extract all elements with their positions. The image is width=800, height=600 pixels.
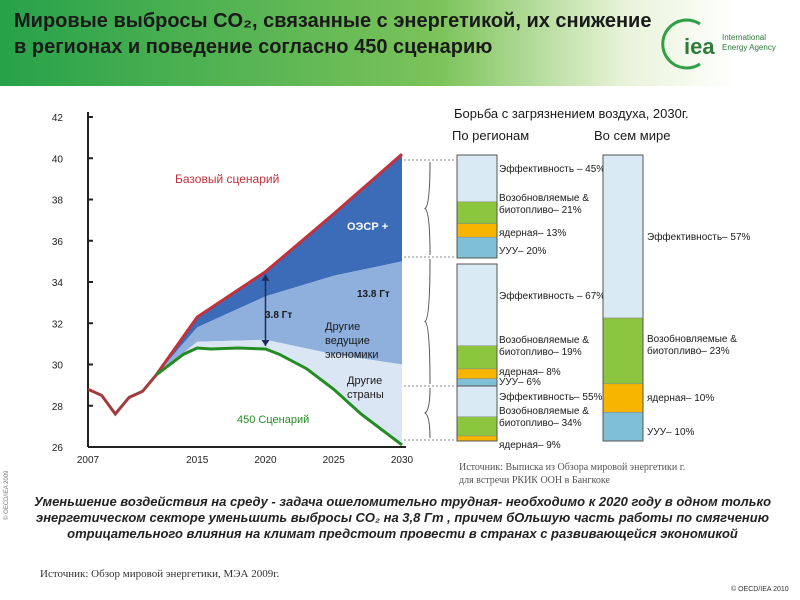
- region-bar-3-seg: [456, 435, 498, 442]
- label-gap-2030: 13.8 Гт: [357, 289, 390, 300]
- bars-title: Борьба с загрязнением воздуха, 2030г.: [454, 106, 689, 121]
- y-tick-label: 28: [52, 402, 64, 413]
- gap-arrow-bottom: [261, 340, 270, 347]
- region-bar-1-frame: [456, 154, 498, 259]
- col-world-label: Во сем мире: [594, 128, 670, 143]
- segment-label: Эффективность– 55%: [499, 391, 603, 403]
- world-bar-seg: [602, 317, 644, 385]
- col-regions-label: По регионам: [452, 128, 529, 143]
- label-other-countries-2: страны: [347, 389, 384, 401]
- region-brace: [424, 258, 431, 385]
- region-bar-2-seg: [456, 345, 498, 370]
- region-bar-2-seg: [456, 263, 498, 346]
- label-oecd: ОЭСР +: [347, 221, 388, 233]
- summary-note: Уменьшение воздействия на среду - задача…: [33, 494, 772, 541]
- world-bar-seg: [602, 383, 644, 413]
- region-bar-3-frame: [456, 385, 498, 442]
- iea-logo-text: iea: [684, 34, 715, 59]
- copyright: © OECD/IEA 2010: [731, 586, 789, 593]
- segment-label: Эффективность – 45%: [499, 163, 605, 175]
- segment-label: ядерная– 8%: [499, 367, 561, 378]
- segment-label: ядерная– 9%: [499, 440, 561, 451]
- segment-label: Возобновляемые &: [499, 405, 589, 417]
- s450-series-line: [155, 346, 403, 447]
- segment-label: биотопливо– 21%: [499, 204, 582, 216]
- iea-logo-line1: International: [722, 33, 766, 42]
- y-tick-label: 34: [52, 278, 64, 289]
- label-other-countries-1: Другие: [347, 375, 382, 387]
- segment-label: Возобновляемые &: [647, 333, 737, 345]
- bars-source-1: Источник: Выписка из Обзора мировой энер…: [459, 462, 685, 473]
- label-other-leading-1: Другие: [325, 321, 360, 333]
- y-tick-label: 26: [52, 443, 64, 454]
- x-tick-label: 2007: [77, 455, 100, 466]
- segment-label: биотопливо– 23%: [647, 345, 730, 357]
- x-tick-label: 2015: [186, 455, 209, 466]
- segment-label: УУУ– 10%: [647, 427, 695, 438]
- region-bar-3-seg: [456, 416, 498, 437]
- area-other-leading: [156, 261, 402, 375]
- iea-logo-arc: [661, 18, 701, 70]
- segment-label: Эффективность – 67%: [499, 290, 605, 302]
- segment-label: УУУ– 6%: [499, 377, 541, 388]
- iea-logo-line2: Energy Agency: [722, 43, 776, 52]
- region-brace: [424, 161, 431, 256]
- region-bar-1-seg: [456, 201, 498, 224]
- abatement-bars-group: Борьба с загрязнением воздуха, 2030г. По …: [452, 106, 751, 486]
- bars-source-2: для встречи РКИК ООН в Бангкоке: [459, 475, 610, 486]
- segment-label: биотопливо– 19%: [499, 346, 582, 358]
- baseline-series-line: [155, 152, 403, 376]
- label-baseline: Базовый сценарий: [175, 172, 279, 186]
- y-tick-label: 36: [52, 237, 64, 248]
- segment-label: УУУ– 20%: [499, 246, 547, 257]
- emissions-chart: 26 28 30 32 34 36 38 40 42 2007 2015 2020 2025 2030 Ба…: [52, 106, 751, 486]
- segment-label: биотопливо– 34%: [499, 417, 582, 429]
- region-bar-1-seg: [456, 154, 498, 203]
- x-tick-label: 2020: [254, 455, 277, 466]
- region-bar-1-seg: [456, 223, 498, 238]
- region-bar-3-seg: [456, 385, 498, 418]
- region-bar-2-seg: [456, 378, 498, 387]
- y-tick-label: 38: [52, 196, 64, 207]
- iea-logo: iea International Energy Agency: [661, 18, 776, 70]
- line-chart-group: 26 28 30 32 34 36 38 40 42 2007 2015 2020 2025 2030 Ба…: [52, 112, 456, 466]
- segment-label: Эффективность– 57%: [647, 231, 751, 243]
- segment-label: Возобновляемые &: [499, 192, 589, 204]
- label-other-leading-2: ведущие: [325, 335, 370, 347]
- y-tick-label: 30: [52, 361, 64, 372]
- header-banner: Мировые выбросы CO₂, связанные с энергет…: [0, 0, 800, 86]
- y-tick-label: 32: [52, 319, 64, 330]
- region-bar-2-seg: [456, 368, 498, 379]
- world-bar-frame: [602, 154, 644, 442]
- world-bar-seg: [602, 412, 644, 442]
- region-bar-1-seg: [456, 236, 498, 259]
- historical-line: [87, 373, 158, 417]
- segment-label: ядерная– 13%: [499, 228, 566, 239]
- x-tick-label: 2030: [391, 455, 414, 466]
- page-title: Мировые выбросы CO₂, связанные с энергет…: [14, 10, 652, 58]
- area-other-countries: [156, 339, 402, 445]
- label-other-leading-3: экономики: [325, 349, 379, 361]
- segment-label: Возобновляемые &: [499, 334, 589, 346]
- gap-arrow-top: [261, 274, 270, 281]
- y-tick-label: 42: [52, 113, 64, 124]
- y-tick-label: 40: [52, 154, 64, 165]
- vertical-copyright: © OECD/IEA 2009: [4, 470, 10, 520]
- segment-label: ядерная– 10%: [647, 393, 714, 404]
- region-brace: [424, 387, 431, 439]
- source-note: Источник: Обзор мировой энергетики, МЭА …: [40, 568, 280, 580]
- x-tick-label: 2025: [323, 455, 346, 466]
- label-gap-2020: 3.8 Гт: [265, 310, 292, 321]
- world-bar-seg: [602, 154, 644, 319]
- label-s450: 450 Сценарий: [237, 414, 309, 426]
